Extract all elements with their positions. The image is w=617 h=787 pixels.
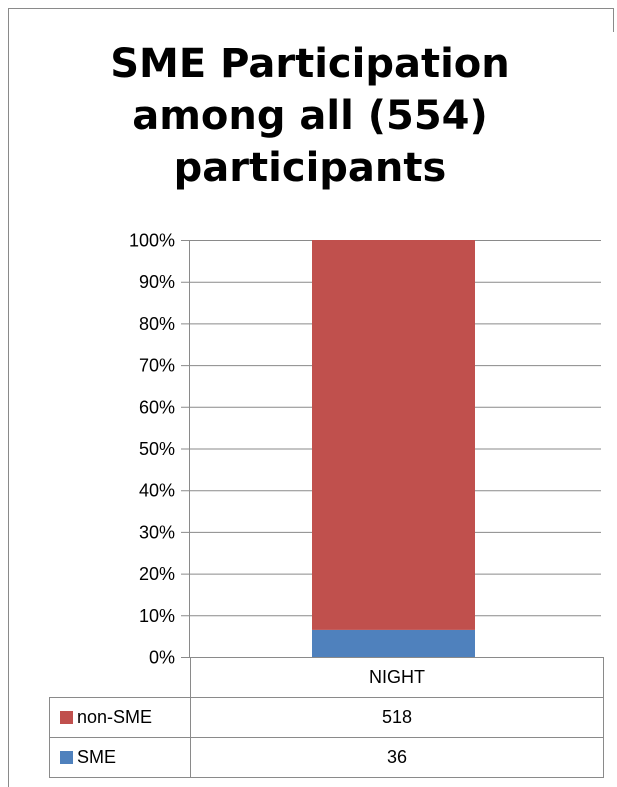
category-label: NIGHT: [190, 657, 604, 698]
legend-entry-sme: SME: [49, 737, 191, 778]
table-row: non-SME 518: [49, 697, 604, 738]
legend-label: SME: [77, 747, 117, 767]
y-tick-label: 30%: [139, 522, 175, 542]
y-tick-label: 60%: [139, 397, 175, 417]
data-label-sme: 36: [190, 737, 604, 778]
chart-title-line: SME Participation: [110, 41, 510, 87]
bar-segment-sme: [312, 629, 475, 657]
y-tick-label: 10%: [139, 606, 175, 626]
table-row: SME 36: [49, 737, 604, 778]
legend-label: non-SME: [77, 707, 153, 727]
table-row-category: NIGHT: [49, 657, 604, 698]
data-table: NIGHT non-SME 518 SME 36: [49, 657, 604, 778]
legend-swatch-non-sme: [60, 711, 73, 724]
data-label-non-sme: 518: [190, 697, 604, 738]
chart-frame-left: [8, 8, 9, 787]
y-tick-label: 100%: [129, 231, 175, 251]
y-tick-label: 90%: [139, 272, 175, 292]
legend-entry-non-sme: non-SME: [49, 697, 191, 738]
y-tick-label: 70%: [139, 356, 175, 376]
table-corner-cell: [49, 657, 191, 698]
legend-swatch-sme: [60, 751, 73, 764]
chart-title-line: among all (554): [132, 93, 488, 139]
chart-frame-top: [8, 8, 614, 9]
y-tick-label: 80%: [139, 314, 175, 334]
y-tick-label: 50%: [139, 439, 175, 459]
y-tick-label: 40%: [139, 481, 175, 501]
y-tick-label: 20%: [139, 564, 175, 584]
chart-title: SME Participation among all (554) partic…: [60, 38, 560, 194]
chart-title-line: participants: [173, 145, 447, 191]
chart-frame-right: [613, 8, 614, 32]
bar-segment-non-sme: [312, 240, 475, 630]
